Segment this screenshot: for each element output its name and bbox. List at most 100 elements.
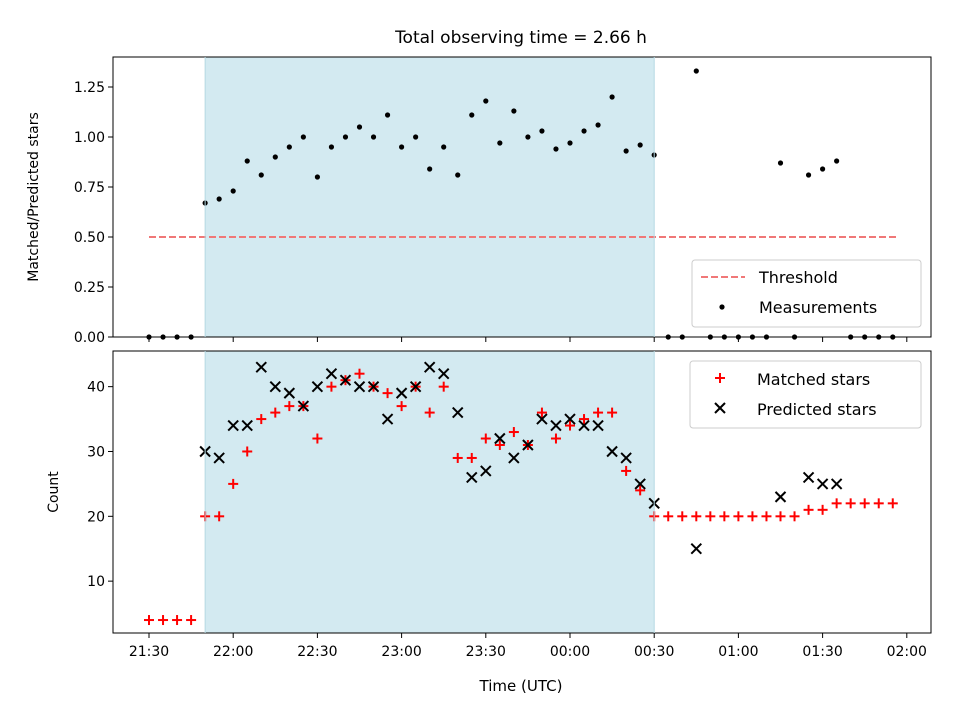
measurement-point	[525, 134, 531, 140]
matched-star-marker	[621, 465, 632, 476]
matched-star-marker	[550, 433, 561, 444]
matched-star-marker	[761, 511, 772, 522]
top-measurement-points	[146, 68, 896, 340]
top-legend-box	[691, 259, 922, 328]
measurement-point	[595, 122, 601, 128]
measurement-point	[356, 124, 363, 130]
top-ytick-label: 0.50	[74, 230, 105, 246]
predicted-star-marker	[816, 478, 829, 490]
matched-star-marker	[396, 401, 407, 412]
matched-star-marker	[719, 511, 730, 522]
measurement-point	[342, 134, 349, 140]
bottom-xtick-label: 01:00	[718, 644, 758, 660]
bottom-xtick-label: 21:30	[129, 644, 169, 660]
predicted-star-marker	[283, 387, 296, 399]
measurement-point	[455, 172, 461, 178]
predicted-star-marker	[367, 380, 380, 393]
top-ytick-label: 0.00	[74, 330, 105, 346]
measurement-point	[511, 108, 517, 114]
measurement-point	[553, 146, 559, 152]
measurement-point	[300, 134, 306, 140]
predicted-star-marker	[409, 380, 422, 393]
legend-measurements-swatch	[719, 304, 725, 310]
matched-star-marker	[859, 498, 870, 509]
legend-matched-swatch	[715, 373, 725, 383]
measurement-point	[497, 140, 503, 146]
matched-star-marker	[803, 504, 814, 515]
matched-star-marker	[831, 498, 842, 509]
measurement-point	[693, 68, 699, 74]
matched-star-marker	[663, 511, 674, 522]
top-ytick-label: 1.25	[74, 80, 105, 96]
matched-star-marker	[635, 485, 646, 496]
matched-star-marker	[312, 433, 323, 444]
matched-star-marker	[144, 615, 154, 626]
measurement-point	[427, 166, 433, 172]
matched-star-marker	[705, 511, 716, 522]
matched-star-marker	[733, 511, 744, 522]
matched-star-marker	[382, 388, 393, 399]
bottom-xtick-label: 02:00	[887, 644, 927, 660]
predicted-star-marker	[508, 452, 520, 464]
bottom-y-axis: 10 20 30 40	[87, 380, 113, 590]
predicted-star-marker	[241, 419, 253, 432]
bottom-ytick-label: 10	[87, 574, 105, 590]
bottom-xtick-label: 22:30	[297, 644, 337, 660]
top-ylabel: Matched/Predicted stars	[26, 112, 42, 282]
bottom-xlabel: Time (UTC)	[479, 677, 563, 695]
predicted-star-marker	[466, 471, 478, 484]
measurement-point	[441, 144, 447, 150]
measurement-point	[834, 158, 840, 164]
matched-star-marker	[789, 511, 800, 522]
matched-star-marker	[747, 511, 758, 522]
predicted-star-marker	[423, 361, 436, 373]
predicted-star-marker	[494, 432, 506, 445]
predicted-star-marker	[353, 380, 366, 393]
predicted-star-marker	[311, 380, 324, 393]
top-x-ticks	[148, 337, 908, 342]
bottom-ytick-label: 30	[87, 444, 105, 460]
predicted-star-marker	[269, 380, 282, 393]
measurement-point	[314, 174, 320, 180]
matched-star-marker	[438, 381, 449, 392]
matched-star-marker	[887, 498, 898, 509]
bottom-x-axis: 21:30 22:00 22:30 23:00 23:30 00:00 00:30 01:00…	[129, 633, 927, 660]
matched-star-marker	[508, 427, 519, 438]
legend-threshold-label: Threshold	[758, 268, 838, 287]
bottom-xtick-label: 23:30	[466, 644, 506, 660]
top-ytick-label: 1.00	[74, 130, 105, 146]
matched-star-marker	[579, 414, 590, 425]
top-shaded-interval	[205, 57, 655, 337]
measurement-point	[637, 142, 643, 148]
top-legend: Threshold Measurements	[691, 259, 922, 328]
matched-star-marker	[354, 368, 365, 379]
bottom-ylabel: Count	[46, 471, 62, 513]
measurement-point	[413, 134, 419, 140]
measurement-point	[370, 134, 377, 140]
predicted-star-marker	[802, 471, 815, 484]
predicted-star-marker	[255, 361, 267, 373]
bottom-legend: Matched stars Predicted stars	[689, 360, 922, 429]
predicted-star-marker	[325, 367, 338, 380]
bottom-xtick-label: 01:30	[802, 644, 842, 660]
matched-star-marker	[242, 446, 253, 457]
legend-predicted-label: Predicted stars	[757, 400, 877, 419]
predicted-star-marker	[550, 419, 562, 432]
matched-star-marker	[817, 504, 828, 515]
measurement-point	[469, 112, 475, 118]
matched-star-marker	[775, 511, 786, 522]
measurement-point	[483, 98, 489, 104]
matched-star-marker	[466, 452, 477, 463]
matched-star-marker	[452, 452, 463, 463]
predicted-star-marker	[564, 413, 576, 425]
measurement-point	[623, 148, 629, 154]
legend-measurements-label: Measurements	[759, 298, 877, 317]
predicted-star-marker	[634, 478, 646, 490]
matched-star-marker	[480, 433, 491, 444]
predicted-star-marker	[830, 478, 843, 490]
measurement-point	[581, 128, 587, 134]
matched-star-marker	[270, 407, 281, 418]
measurement-point	[805, 172, 812, 178]
measurement-point	[286, 144, 292, 150]
matched-star-marker	[691, 511, 702, 522]
